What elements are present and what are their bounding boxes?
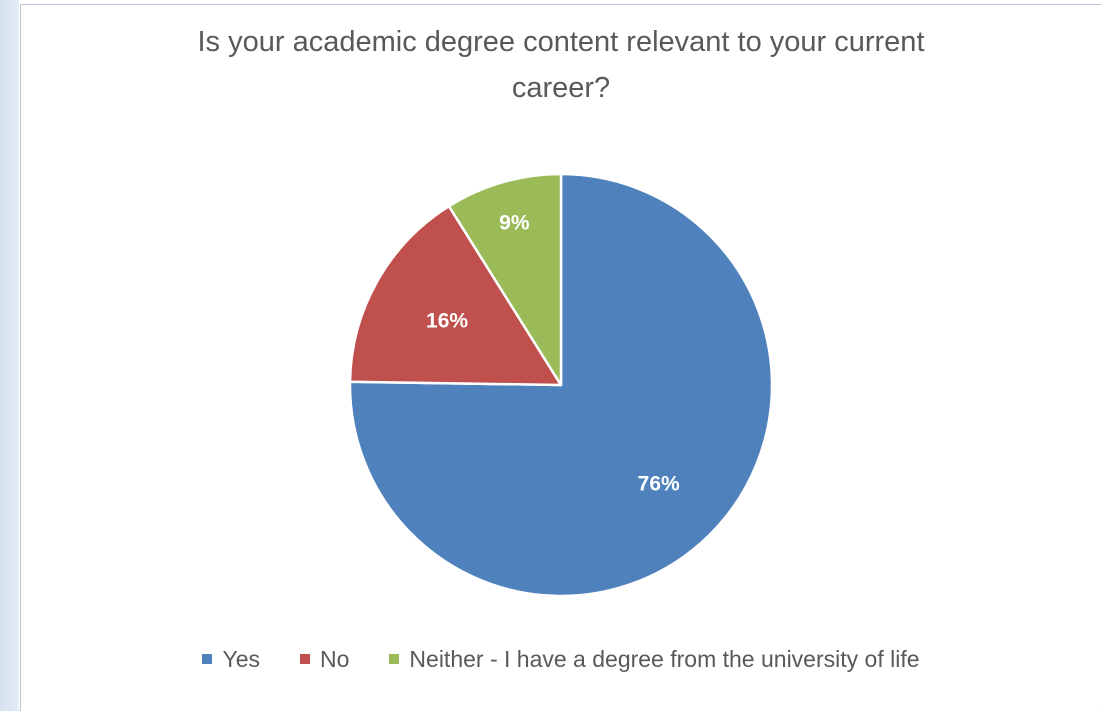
chart-title-line-2: career? bbox=[511, 72, 611, 104]
legend-item-neither: Neither - I have a degree from the unive… bbox=[389, 645, 920, 673]
data-label-yes: 76% bbox=[638, 473, 680, 496]
legend-item-no: No bbox=[300, 646, 349, 673]
legend-swatch-no bbox=[300, 654, 311, 664]
legend-swatch-neither bbox=[389, 654, 400, 664]
pie-slice-no bbox=[348, 204, 563, 387]
legend-swatch-yes bbox=[202, 654, 213, 664]
legend-label-yes: Yes bbox=[222, 645, 261, 672]
pie-slice-neither bbox=[447, 172, 563, 387]
chart-title: Is your academic degree content relevant… bbox=[21, 19, 1101, 111]
legend-label-neither: Neither - I have a degree from the unive… bbox=[409, 645, 920, 672]
legend-item-yes: Yes bbox=[202, 646, 260, 673]
pie-data-labels: 76% 16% 9% bbox=[426, 211, 680, 495]
legend: Yes No Neither - I have a degree from th… bbox=[21, 641, 1101, 677]
legend-label-no: No bbox=[320, 645, 350, 672]
chart-area: Is your academic degree content relevant… bbox=[20, 4, 1101, 711]
data-label-no: 16% bbox=[426, 309, 468, 332]
pie-slice-yes bbox=[348, 172, 774, 598]
pie-slices bbox=[348, 172, 774, 598]
pie-chart: 76% 16% 9% bbox=[348, 172, 774, 598]
chart-title-line-1: Is your academic degree content relevant… bbox=[197, 26, 925, 58]
data-label-neither: 9% bbox=[499, 211, 530, 234]
